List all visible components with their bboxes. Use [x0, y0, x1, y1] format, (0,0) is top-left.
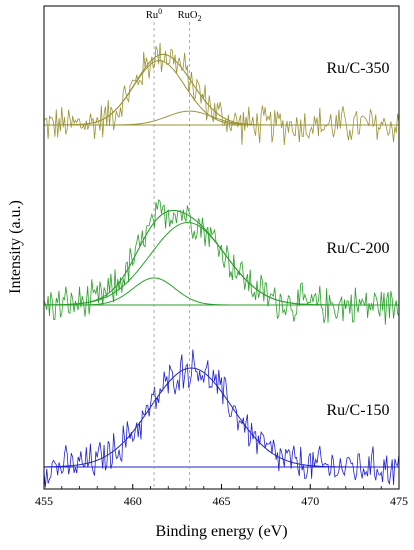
x-tick-label: 455	[35, 494, 53, 508]
reference-label: Ru0	[146, 7, 162, 21]
panel-label: Ru/C-200	[326, 240, 389, 257]
fit-component-2	[43, 221, 399, 306]
x-tick-label: 470	[301, 494, 319, 508]
raw-data-line	[43, 42, 400, 145]
x-tick-label: 465	[213, 494, 231, 508]
fit-component-1	[44, 277, 399, 306]
reference-label: RuO2	[178, 10, 202, 23]
panel-label: Ru/C-350	[326, 60, 389, 77]
reference-lines: Ru0 RuO2	[146, 7, 202, 489]
y-axis-title: Intensity (a.u.)	[7, 200, 24, 294]
x-tick-label: 460	[124, 494, 142, 508]
x-axis-title: Binding energy (eV)	[155, 523, 287, 540]
raw-data-line	[43, 349, 400, 488]
series-Ru/C-350: Ru/C-350	[43, 42, 400, 145]
x-tick-label: 475	[390, 494, 408, 508]
x-axis-ticks: 455 460 465 470 475	[35, 484, 408, 508]
fit-envelope	[43, 209, 399, 306]
series-Ru/C-150: Ru/C-150	[43, 349, 400, 488]
raw-data-line	[43, 199, 400, 325]
fit-component-1	[43, 367, 399, 468]
series-Ru/C-200: Ru/C-200	[43, 199, 400, 325]
fit-envelope	[44, 53, 399, 126]
plot-layer: Ru/C-350 Ru/C-200 Ru/C-150	[43, 42, 400, 488]
panel-label: Ru/C-150	[326, 402, 389, 419]
